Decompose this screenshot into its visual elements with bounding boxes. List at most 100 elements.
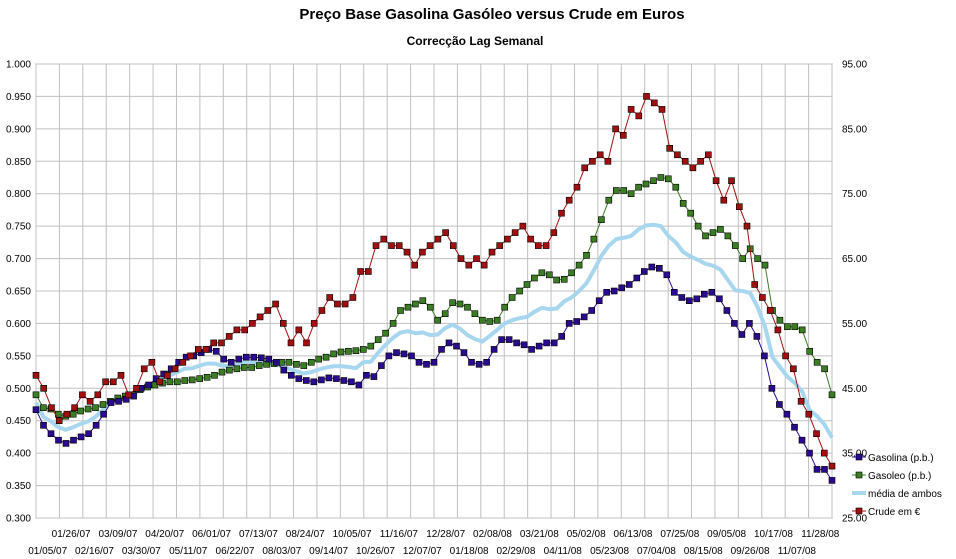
point-gasolina	[828, 477, 836, 484]
point-crude	[828, 462, 836, 470]
point-crude	[264, 307, 272, 314]
point-gasoleo	[434, 316, 442, 324]
point-gasoleo	[776, 316, 784, 324]
point-gasolina	[318, 376, 325, 384]
point-crude	[473, 255, 480, 262]
point-crude	[457, 255, 465, 262]
point-gasoleo	[181, 377, 189, 384]
point-gasoleo	[404, 303, 412, 311]
point-crude	[442, 229, 449, 236]
point-crude	[496, 242, 504, 249]
point-crude	[643, 93, 650, 100]
point-gasolina	[295, 375, 303, 382]
point-gasolina	[310, 378, 318, 386]
point-crude	[534, 242, 542, 249]
x-tick-label: 06/13/08	[614, 529, 653, 540]
x-tick-label: 09/05/08	[707, 529, 746, 540]
x-tick-label: 03/21/08	[520, 529, 559, 540]
point-gasolina	[603, 288, 611, 296]
legend-item-crude: Crude em €	[852, 507, 921, 518]
point-gasoleo	[300, 362, 308, 369]
point-gasolina	[468, 358, 475, 366]
point-gasoleo	[322, 353, 330, 361]
point-gasolina	[573, 318, 581, 325]
point-gasoleo	[389, 320, 397, 327]
point-gasolina	[731, 320, 738, 327]
point-gasoleo	[531, 274, 538, 282]
point-gasolina	[670, 288, 678, 296]
legend-label-crude: Crude em €	[868, 507, 921, 518]
x-tick-label: 04/20/07	[145, 529, 184, 540]
point-crude	[635, 112, 643, 120]
point-crude	[697, 158, 704, 165]
point-gasoleo	[248, 364, 255, 371]
point-gasolina	[648, 263, 656, 271]
y-axis-left: 0.300 0.350 0.400 0.450 0.500 0.550 0.600 0.650…	[6, 60, 31, 525]
point-gasolina	[32, 406, 40, 414]
point-crude	[581, 164, 589, 172]
point-crude	[117, 371, 125, 379]
point-gasoleo	[821, 365, 828, 373]
y-left-tick-label: 0.650	[6, 287, 31, 298]
point-gasoleo	[635, 183, 642, 191]
point-crude	[380, 235, 388, 243]
point-gasoleo	[99, 401, 107, 408]
point-crude	[612, 125, 619, 133]
point-gasolina	[400, 350, 408, 358]
point-gasoleo	[627, 190, 635, 197]
point-gasolina	[490, 346, 498, 353]
legend-label-media: média de ambos	[868, 489, 942, 500]
point-gasoleo	[479, 316, 486, 324]
point-gasolina	[700, 290, 708, 298]
point-crude	[48, 404, 55, 412]
point-crude	[511, 229, 519, 236]
point-gasoleo	[330, 350, 337, 358]
series-gasoleo	[32, 174, 836, 420]
legend-marker-crude	[855, 507, 863, 515]
x-tick-label: 08/24/07	[286, 529, 325, 540]
x-tick-label: 05/02/08	[567, 529, 606, 540]
y-left-tick-label: 0.900	[6, 124, 31, 135]
point-gasolina	[272, 358, 280, 366]
point-gasoleo	[315, 355, 323, 363]
point-crude	[303, 339, 310, 347]
point-crude	[813, 430, 820, 438]
chart-subtitle: Correcção Lag Semanal	[407, 34, 544, 48]
point-gasolina	[708, 288, 716, 296]
x-tick-label: 06/01/07	[192, 529, 231, 540]
point-crude	[558, 209, 565, 217]
point-gasoleo	[397, 307, 404, 314]
x-tick-label: 05/11/07	[169, 546, 208, 557]
point-gasolina	[287, 371, 295, 379]
x-tick-label: 09/14/07	[309, 546, 348, 557]
x-tick-label: 07/04/08	[637, 546, 676, 557]
point-gasolina	[40, 421, 47, 429]
point-gasoleo	[188, 376, 196, 384]
point-gasolina	[393, 349, 400, 356]
point-gasolina	[243, 353, 250, 361]
x-tick-label: 02/08/08	[473, 529, 512, 540]
point-gasolina	[438, 346, 445, 353]
point-crude	[403, 248, 411, 256]
point-gasoleo	[724, 232, 732, 240]
point-gasolina	[791, 423, 798, 431]
point-gasolina	[663, 271, 671, 279]
point-gasolina	[475, 360, 483, 368]
x-tick-label: 12/28/07	[426, 529, 465, 540]
point-crude	[195, 346, 202, 353]
point-crude	[249, 320, 256, 327]
point-gasolina	[115, 397, 122, 405]
point-crude	[728, 177, 735, 184]
point-gasolina	[505, 336, 513, 343]
point-crude	[550, 229, 558, 236]
point-gasolina	[528, 346, 535, 353]
point-gasolina	[625, 281, 633, 288]
point-gasoleo	[307, 358, 315, 366]
point-gasoleo	[679, 200, 687, 207]
legend-marker-gasoleo	[855, 471, 863, 479]
point-gasolina	[363, 371, 370, 379]
point-crude	[233, 326, 241, 334]
x-tick-label: 11/28/08	[801, 529, 840, 540]
x-tick-label: 06/22/07	[216, 546, 255, 557]
x-tick-label: 08/03/07	[262, 546, 301, 557]
